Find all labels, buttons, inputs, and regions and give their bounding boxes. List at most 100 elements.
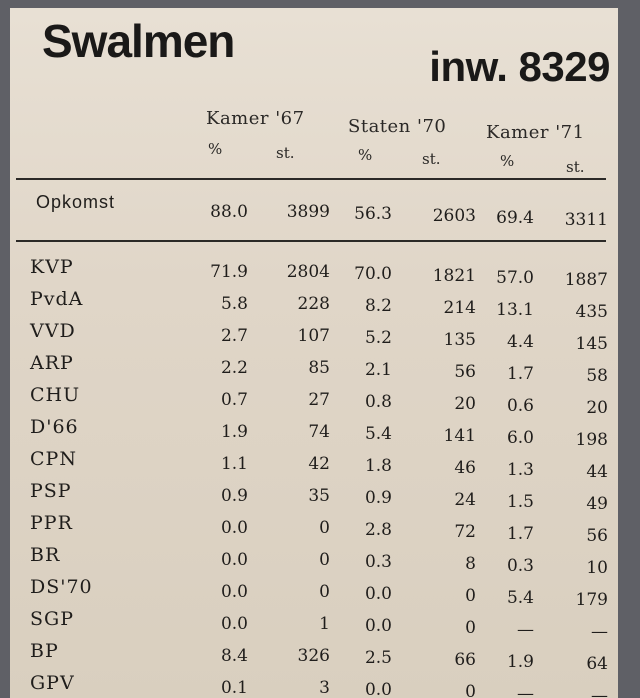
cell-votes-71: 44 [586,462,608,482]
cell-votes-70: 214 [443,298,476,318]
table-row: GPV 0.1 3 0.0 0 — — [10,672,618,698]
cell-pct-67: 1.1 [220,454,248,474]
cell-votes-71: 198 [575,430,608,450]
subheader-seats-2: st. [422,150,441,168]
cell-votes-67: 27 [308,390,330,410]
cell-pct-70: 8.2 [364,296,392,316]
cell-pct-71: 4.4 [506,332,534,352]
cell-pct-71: 1.3 [506,460,534,480]
cell-votes-67: 0 [319,550,330,570]
town-title: Swalmen [42,15,235,67]
cell-pct-67: 0.7 [220,390,248,410]
subheader-seats-3: st. [566,158,585,176]
turnout-pct-67: 88.0 [210,202,248,222]
cell-pct-67: 1.9 [220,422,248,442]
turnout-votes-70: 2603 [432,206,476,226]
turnout-votes-67: 3899 [286,202,330,222]
cell-pct-67: 0.0 [220,550,248,570]
table-row: D'66 1.9 74 5.4 141 6.0 198 [10,416,618,450]
cell-pct-71: 1.7 [506,364,534,384]
cell-pct-71: 1.9 [506,652,534,672]
turnout-row: Opkomst 88.0 3899 56.3 2603 69.4 3311 [10,192,618,230]
cell-pct-71: 5.4 [506,588,534,608]
subheader-pct-1: % [208,140,223,158]
cell-pct-70: 0.0 [364,616,392,636]
cell-votes-67: 107 [297,326,330,346]
cell-pct-67: 0.0 [220,582,248,602]
table-row: PvdA 5.8 228 8.2 214 13.1 435 [10,288,618,322]
cell-pct-67: 0.0 [220,614,248,634]
cell-votes-70: 46 [454,458,476,478]
cell-votes-71: 145 [575,334,608,354]
cell-votes-71: 1887 [564,270,608,290]
cell-votes-67: 2804 [286,262,330,282]
column-header-kamer-71: Kamer '71 [486,122,585,143]
cell-pct-70: 5.2 [364,328,392,348]
turnout-pct-71: 69.4 [496,208,534,228]
column-header-kamer-67: Kamer '67 [206,108,305,129]
cell-votes-70: 0 [465,682,476,698]
cell-pct-67: 5.8 [220,294,248,314]
cell-votes-71: 64 [586,654,608,674]
cell-votes-67: 0 [319,582,330,602]
table-row: CPN 1.1 42 1.8 46 1.3 44 [10,448,618,482]
cell-pct-70: 1.8 [364,456,392,476]
table-row: CHU 0.7 27 0.8 20 0.6 20 [10,384,618,418]
cell-votes-70: 135 [443,330,476,350]
cell-pct-70: 0.3 [364,552,392,572]
table-row: SGP 0.0 1 0.0 0 — — [10,608,618,642]
party-name: KVP [30,256,74,278]
cell-pct-67: 71.9 [210,262,248,282]
table-row: KVP 71.9 2804 70.0 1821 57.0 1887 [10,256,618,290]
table-row: BR 0.0 0 0.3 8 0.3 10 [10,544,618,578]
cell-votes-67: 3 [319,678,330,698]
party-name: PSP [30,480,72,502]
cell-pct-70: 2.8 [364,520,392,540]
cell-votes-70: 20 [454,394,476,414]
party-name: CPN [30,448,77,470]
cell-votes-70: 66 [454,650,476,670]
header-rule [16,178,606,180]
cell-pct-71: 1.7 [506,524,534,544]
cell-votes-71: — [591,622,608,642]
cell-pct-67: 2.2 [220,358,248,378]
cell-votes-67: 74 [308,422,330,442]
cell-votes-70: 1821 [432,266,476,286]
cell-votes-67: 228 [297,294,330,314]
cell-votes-71: 49 [586,494,608,514]
subheader-pct-2: % [358,146,373,164]
cell-pct-70: 0.8 [364,392,392,412]
cell-pct-67: 2.7 [220,326,248,346]
cell-votes-67: 35 [308,486,330,506]
table-row: PPR 0.0 0 2.8 72 1.7 56 [10,512,618,546]
cell-pct-70: 5.4 [364,424,392,444]
party-name: SGP [30,608,74,630]
cell-pct-67: 8.4 [220,646,248,666]
cell-votes-67: 85 [308,358,330,378]
cell-votes-70: 0 [465,618,476,638]
turnout-rule [16,240,606,242]
party-name: BP [30,640,59,662]
cell-votes-70: 141 [443,426,476,446]
cell-votes-70: 24 [454,490,476,510]
cell-votes-71: 435 [575,302,608,322]
cell-votes-70: 8 [465,554,476,574]
party-name: CHU [30,384,81,406]
table-row: ARP 2.2 85 2.1 56 1.7 58 [10,352,618,386]
cell-pct-71: 6.0 [506,428,534,448]
cell-votes-71: — [591,686,608,698]
cell-pct-70: 70.0 [354,264,392,284]
cell-pct-71: 0.6 [506,396,534,416]
cell-pct-70: 2.5 [364,648,392,668]
cell-pct-71: — [517,684,534,698]
party-name: D'66 [30,416,79,438]
cell-votes-71: 20 [586,398,608,418]
cell-votes-71: 179 [575,590,608,610]
party-name: VVD [30,320,76,342]
population-label: inw. 8329 [429,43,610,90]
cell-pct-70: 2.1 [364,360,392,380]
cell-pct-67: 0.1 [220,678,248,698]
cell-pct-71: — [517,620,534,640]
party-name: PvdA [30,288,84,310]
cell-pct-67: 0.0 [220,518,248,538]
